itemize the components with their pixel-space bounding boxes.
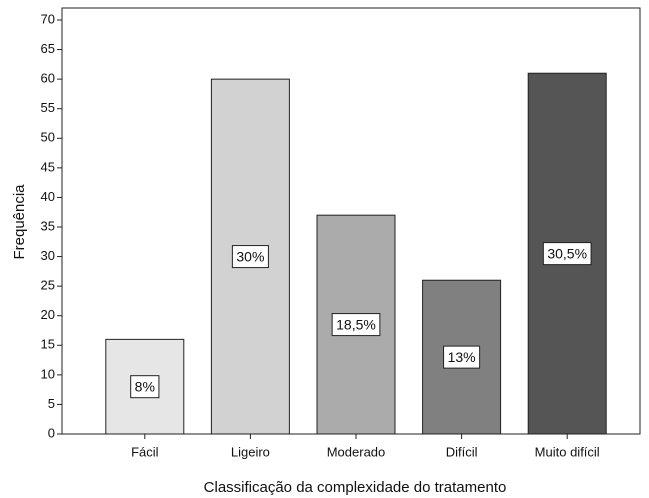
value-label-box: [130, 375, 160, 399]
y-axis-label: Frequência: [11, 184, 28, 260]
y-tick-label: 15: [41, 337, 55, 352]
value-label: 18,5%: [336, 316, 376, 332]
y-tick-label: 45: [41, 159, 55, 174]
y-tick-label: 35: [41, 218, 55, 233]
value-label: 30%: [236, 248, 264, 264]
y-tick-label: 10: [41, 366, 55, 381]
y-tick-label: 55: [41, 100, 55, 115]
value-label: 30,5%: [547, 245, 587, 261]
y-tick-label: 30: [41, 248, 55, 263]
y-tick-label: 50: [41, 130, 55, 145]
x-tick-label: Ligeiro: [231, 444, 270, 459]
x-tick-label: Difícil: [446, 444, 478, 459]
y-tick-label: 5: [48, 396, 55, 411]
x-tick-label: Fácil: [131, 444, 159, 459]
y-tick-label: 40: [41, 189, 55, 204]
y-tick-label: 20: [41, 307, 55, 322]
value-label-box: [542, 242, 592, 266]
value-label: 13%: [448, 349, 476, 365]
y-tick-label: 25: [41, 278, 55, 293]
value-label-box: [331, 313, 381, 337]
y-tick-label: 60: [41, 71, 55, 86]
value-label: 8%: [135, 378, 155, 394]
y-tick-label: 65: [41, 41, 55, 56]
y-tick-label: 70: [41, 11, 55, 26]
x-tick-label: Moderado: [327, 444, 386, 459]
value-label-box: [443, 345, 481, 369]
x-tick-label: Muito difícil: [535, 444, 600, 459]
y-tick-label: 0: [48, 425, 55, 440]
value-label-box: [231, 245, 269, 269]
x-axis-label: Classificação da complexidade do tratame…: [204, 479, 507, 496]
